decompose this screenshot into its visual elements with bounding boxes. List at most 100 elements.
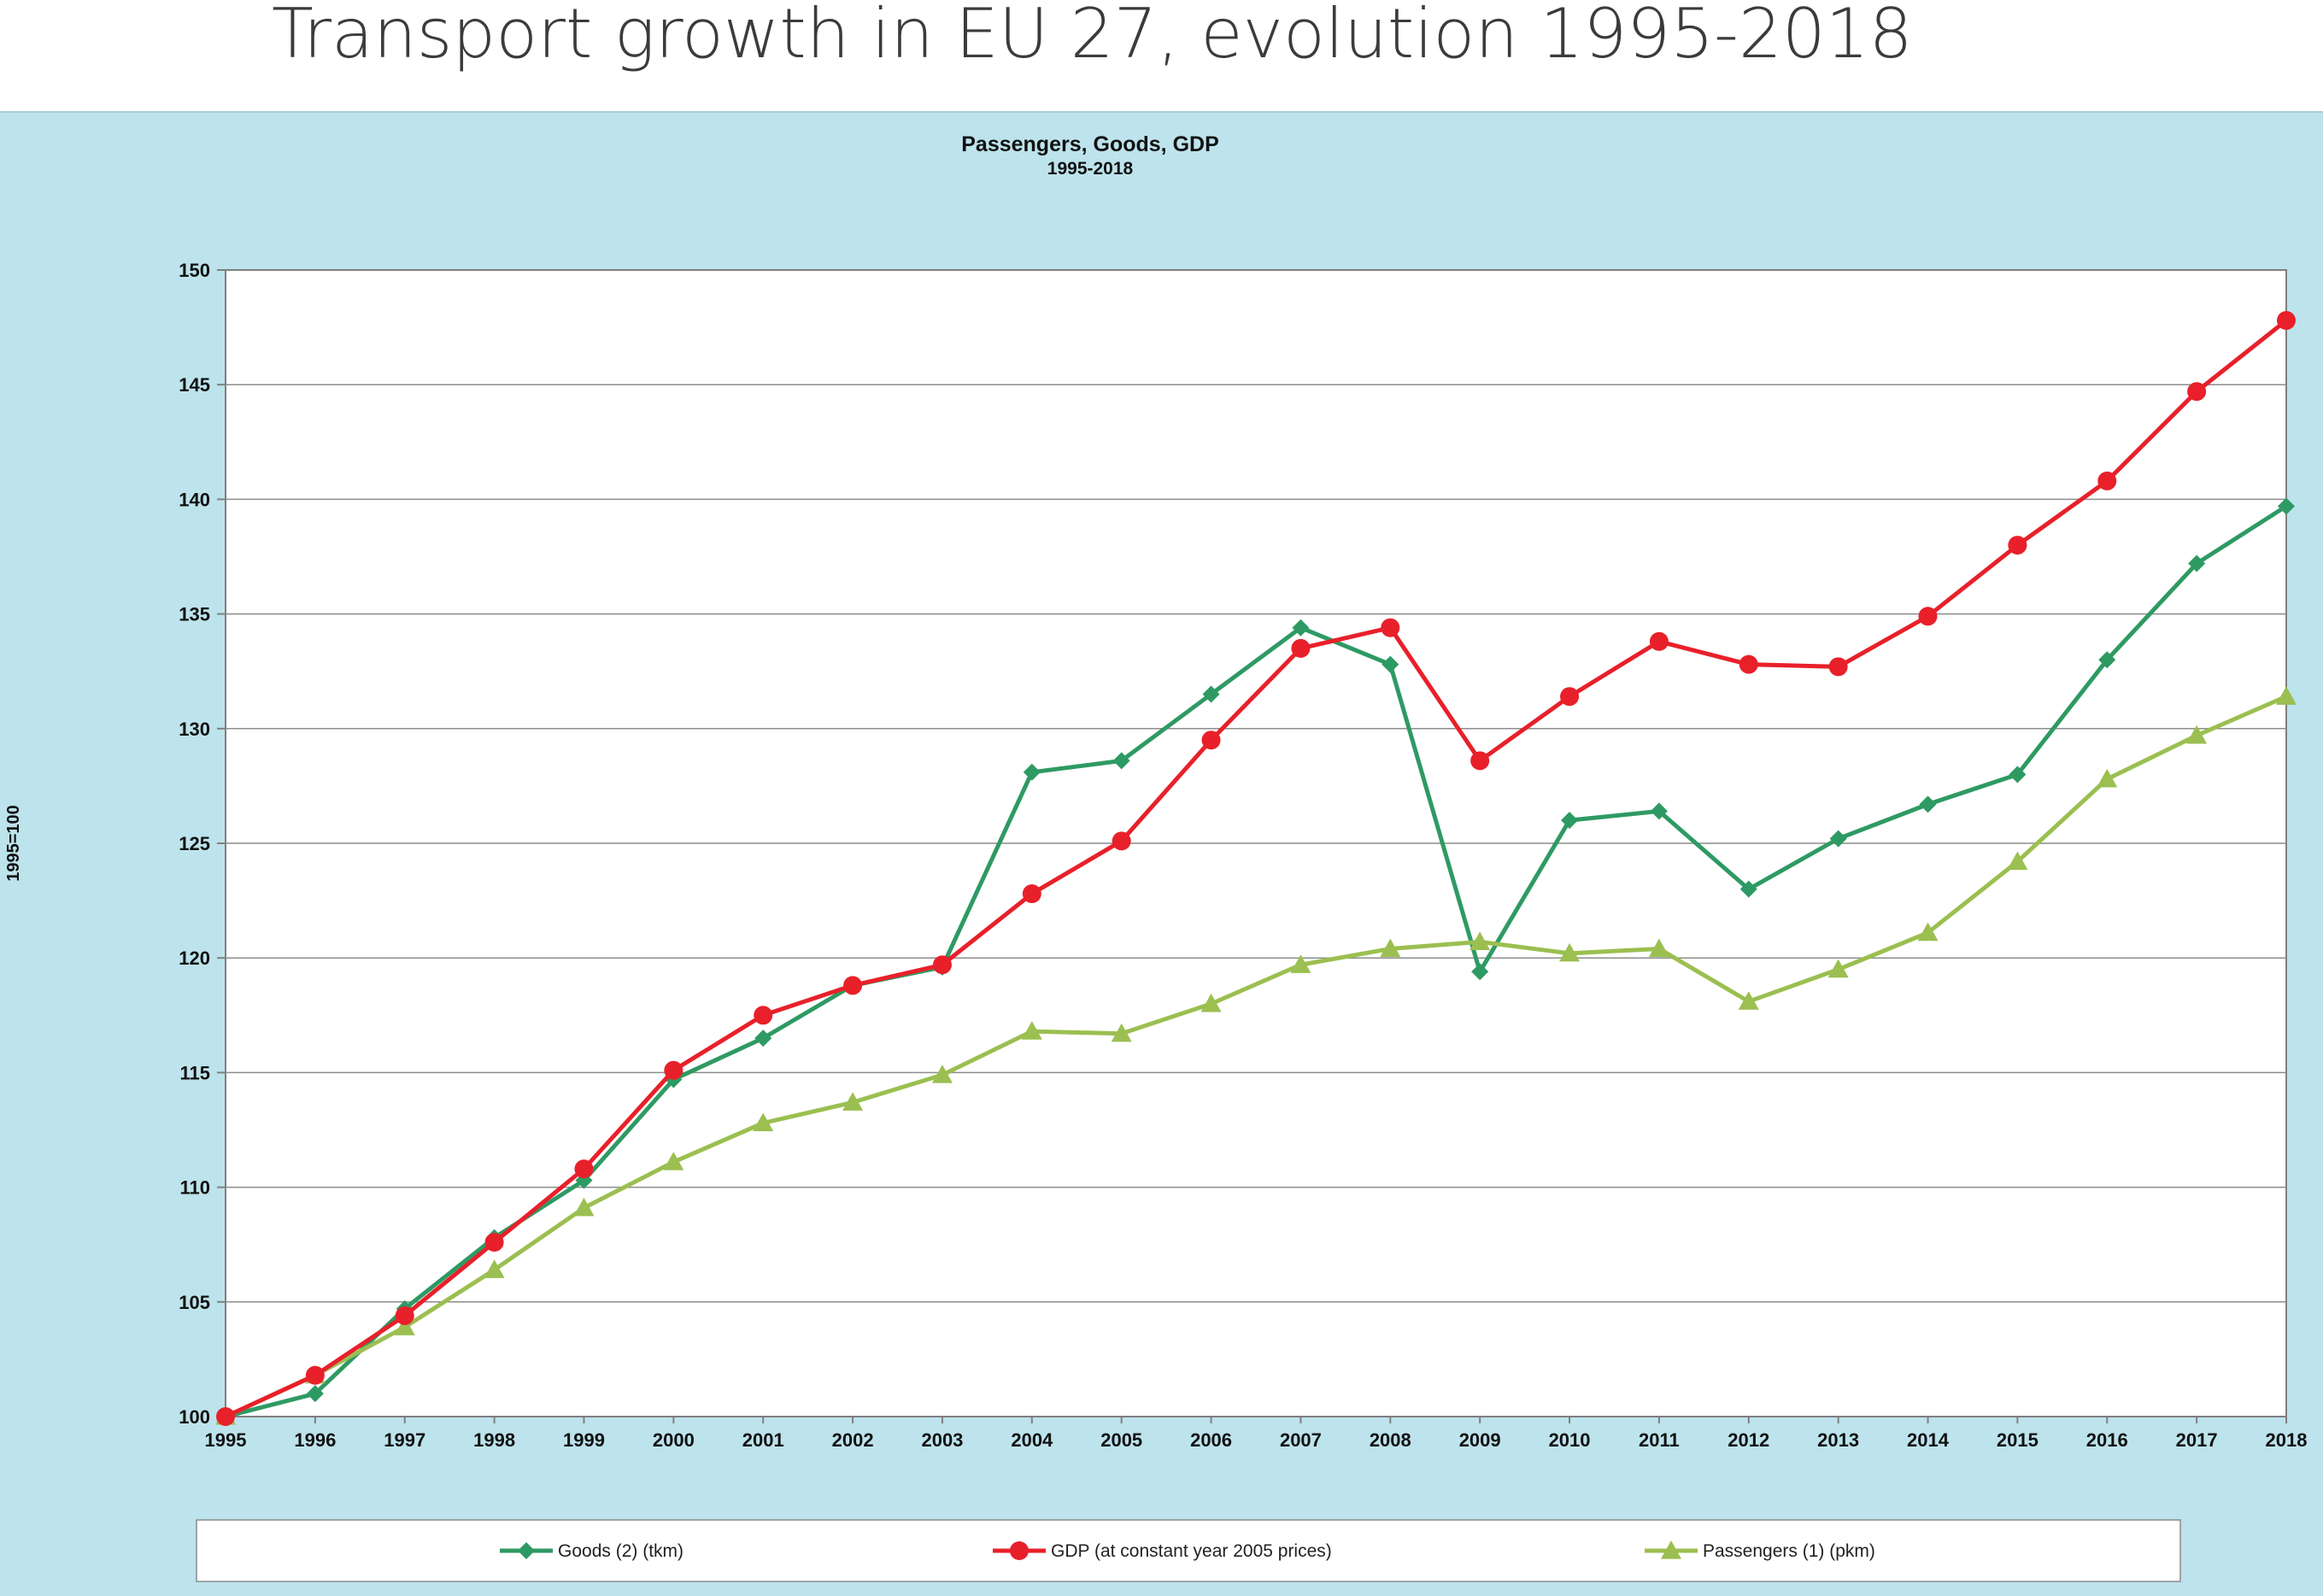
data-point bbox=[395, 1306, 414, 1325]
data-point bbox=[664, 1060, 683, 1080]
x-tick-label: 2015 bbox=[1997, 1429, 2038, 1451]
x-tick-label: 1999 bbox=[563, 1429, 605, 1451]
x-tick-label: 2018 bbox=[2266, 1429, 2308, 1451]
data-point bbox=[1021, 1021, 1042, 1040]
data-point bbox=[394, 1317, 415, 1335]
legend-label: Goods (2) (tkm) bbox=[558, 1541, 683, 1561]
data-point bbox=[1471, 963, 1489, 981]
chart-subtitle: 1995-2018 bbox=[1047, 159, 1134, 179]
data-point bbox=[1111, 1023, 1132, 1042]
page-title: Transport growth in EU 27, evolution 199… bbox=[272, 0, 1913, 73]
data-point bbox=[1560, 687, 1580, 707]
data-point bbox=[1112, 752, 1130, 770]
data-point bbox=[1200, 993, 1222, 1012]
data-point bbox=[842, 1092, 864, 1111]
data-point bbox=[1202, 685, 1220, 703]
series-circle bbox=[216, 311, 2296, 1426]
y-tick-label: 100 bbox=[179, 1406, 210, 1428]
legend-swatch-marker bbox=[1010, 1541, 1029, 1560]
x-tick-label: 2010 bbox=[1549, 1429, 1591, 1451]
data-point bbox=[1470, 751, 1490, 771]
data-point bbox=[2276, 686, 2297, 705]
y-tick-label: 130 bbox=[179, 719, 210, 740]
data-point bbox=[754, 1030, 772, 1047]
data-point bbox=[1381, 655, 1399, 673]
data-point bbox=[306, 1385, 324, 1403]
x-tick-labels: 1995 1996 1997 1998 1999 2000 2001 2002 2003 2004… bbox=[205, 1429, 2308, 1451]
data-point bbox=[1829, 830, 1847, 848]
data-point bbox=[2278, 497, 2295, 515]
y-tick-label: 150 bbox=[179, 260, 210, 281]
data-point bbox=[753, 1112, 774, 1132]
x-tick-label: 2013 bbox=[1817, 1429, 1859, 1451]
data-point bbox=[216, 1407, 235, 1426]
data-point bbox=[1738, 991, 1759, 1010]
y-tick-label: 145 bbox=[179, 374, 210, 396]
legend-label: Passengers (1) (pkm) bbox=[1703, 1541, 1875, 1561]
series-line bbox=[224, 319, 2288, 1419]
data-point bbox=[574, 1159, 594, 1179]
y-tick-label: 115 bbox=[180, 1062, 211, 1083]
data-point bbox=[1739, 654, 1758, 674]
chart: Passengers, Goods, GDP 1995-2018 1001051… bbox=[4, 132, 2308, 1582]
x-tick-label: 2005 bbox=[1100, 1429, 1142, 1451]
legend: Goods (2) (tkm) GDP (at constant year 200… bbox=[500, 1540, 1875, 1561]
x-tick-label: 2002 bbox=[832, 1429, 874, 1451]
data-point bbox=[484, 1259, 505, 1278]
data-point bbox=[1828, 657, 1848, 677]
chart-panel: Passengers, Goods, GDP 1995-2018 100 105 1… bbox=[0, 111, 2323, 1596]
x-tick-label: 2008 bbox=[1370, 1429, 1411, 1451]
data-point bbox=[2008, 536, 2027, 555]
data-point bbox=[1739, 880, 1757, 898]
data-point bbox=[1918, 607, 1938, 626]
data-point bbox=[1649, 631, 1669, 651]
legend-label: GDP (at constant year 2005 prices) bbox=[1051, 1541, 1332, 1561]
legend-item: GDP (at constant year 2005 prices) bbox=[993, 1541, 1332, 1561]
y-tick-label: 110 bbox=[180, 1177, 211, 1199]
data-point bbox=[2007, 851, 2028, 871]
x-tick-label: 1998 bbox=[473, 1429, 515, 1451]
y-tick-labels: 100 105 110 115 120 125 130 135 140 145 150 bbox=[179, 260, 210, 1428]
data-point bbox=[1559, 942, 1581, 962]
y-tick-label: 135 bbox=[179, 604, 210, 625]
data-point bbox=[305, 1365, 325, 1385]
x-tick-label: 1995 bbox=[205, 1429, 247, 1451]
data-point bbox=[573, 1197, 595, 1217]
data-point bbox=[1917, 922, 1939, 942]
data-point bbox=[1201, 731, 1221, 750]
data-point bbox=[1827, 959, 1849, 978]
x-tick-label: 2001 bbox=[742, 1429, 784, 1451]
data-point bbox=[1112, 831, 1131, 851]
series-line bbox=[225, 504, 2288, 1419]
x-tick-label: 2004 bbox=[1011, 1429, 1053, 1451]
series-line bbox=[224, 694, 2287, 1419]
x-tick-label: 2012 bbox=[1728, 1429, 1769, 1451]
legend-item: Passengers (1) (pkm) bbox=[1645, 1540, 1875, 1561]
data-point bbox=[1381, 618, 1400, 637]
series-layer bbox=[215, 311, 2297, 1426]
x-tick-label: 2017 bbox=[2176, 1429, 2218, 1451]
data-point bbox=[1561, 812, 1579, 830]
y-tick-label: 120 bbox=[179, 948, 210, 969]
data-point bbox=[1290, 954, 1311, 973]
data-point bbox=[1469, 931, 1491, 951]
x-tick-label: 2014 bbox=[1907, 1429, 1950, 1451]
data-point bbox=[2098, 651, 2116, 669]
x-tick-label: 1997 bbox=[384, 1429, 425, 1451]
x-tick-label: 1996 bbox=[294, 1429, 336, 1451]
legend-swatch-marker bbox=[518, 1542, 535, 1559]
data-point bbox=[1292, 619, 1310, 637]
legend-swatch-marker bbox=[1661, 1540, 1681, 1559]
x-tick-label: 2000 bbox=[653, 1429, 695, 1451]
data-point bbox=[2009, 766, 2027, 783]
x-tick-label: 2006 bbox=[1190, 1429, 1232, 1451]
data-point bbox=[663, 1152, 684, 1171]
data-point bbox=[2097, 471, 2117, 490]
data-point bbox=[1919, 795, 1937, 813]
data-point bbox=[1023, 763, 1041, 781]
data-point bbox=[931, 1065, 953, 1083]
x-tick-label: 2011 bbox=[1639, 1429, 1680, 1451]
y-tick-label: 105 bbox=[179, 1292, 210, 1313]
data-point bbox=[843, 976, 863, 995]
data-point bbox=[2186, 725, 2208, 744]
